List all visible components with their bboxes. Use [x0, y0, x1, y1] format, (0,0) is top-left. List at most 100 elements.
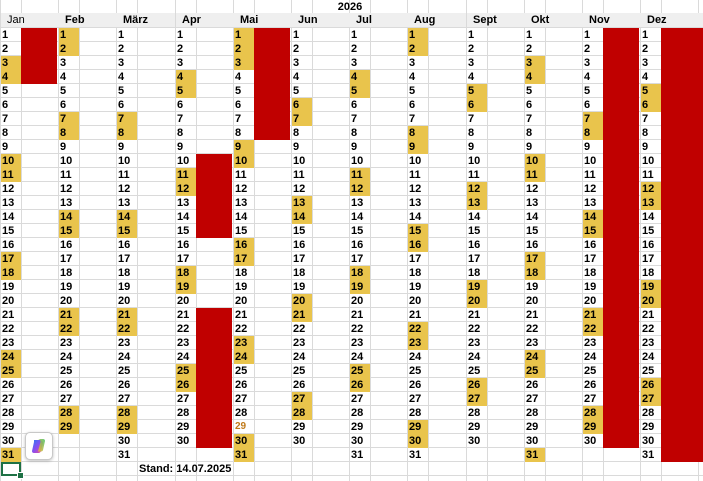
day-cell[interactable]: 29	[583, 420, 603, 434]
day-cell[interactable]: 3	[525, 56, 545, 70]
day-cell[interactable]: 10	[293, 155, 306, 167]
day-cell[interactable]: 27	[177, 393, 190, 405]
day-cell[interactable]: 15	[59, 224, 79, 238]
day-cell[interactable]: 5	[526, 85, 533, 97]
day-cell[interactable]: 19	[293, 281, 306, 293]
day-cell[interactable]: 11	[525, 168, 545, 182]
day-cell[interactable]: 2	[177, 43, 184, 55]
day-cell[interactable]: 30	[177, 435, 190, 447]
day-cell[interactable]: 25	[584, 365, 597, 377]
day-cell[interactable]: 27	[526, 393, 539, 405]
day-cell[interactable]: 23	[60, 337, 73, 349]
day-cell[interactable]: 28	[526, 407, 539, 419]
day-cell[interactable]: 28	[409, 407, 422, 419]
day-cell[interactable]: 9	[177, 141, 184, 153]
day-cell[interactable]: 26	[293, 379, 306, 391]
day-cell[interactable]: 30	[468, 435, 481, 447]
day-cell[interactable]: 23	[642, 337, 655, 349]
day-cell[interactable]: 23	[2, 337, 15, 349]
day-cell[interactable]: 23	[118, 337, 131, 349]
day-cell[interactable]: 2	[118, 43, 125, 55]
day-cell[interactable]: 10	[60, 155, 73, 167]
day-cell[interactable]: 31	[409, 449, 422, 461]
day-cell[interactable]: 26	[641, 378, 661, 392]
day-cell[interactable]: 1	[59, 28, 79, 42]
day-cell[interactable]: 16	[60, 239, 73, 251]
day-cell[interactable]: 10	[642, 155, 655, 167]
day-cell[interactable]: 18	[584, 267, 597, 279]
day-cell[interactable]: 13	[2, 197, 15, 209]
day-cell[interactable]: 10	[177, 155, 190, 167]
day-cell[interactable]: 11	[350, 168, 370, 182]
day-cell[interactable]: 23	[234, 336, 254, 350]
day-cell[interactable]: 17	[584, 253, 597, 265]
day-cell[interactable]: 15	[293, 225, 306, 237]
day-cell[interactable]: 20	[292, 294, 312, 308]
day-cell[interactable]: 30	[118, 435, 131, 447]
day-cell[interactable]: 6	[60, 99, 67, 111]
day-cell[interactable]: 6	[351, 99, 358, 111]
day-cell[interactable]: 1	[118, 29, 125, 41]
day-cell[interactable]: 13	[526, 197, 539, 209]
day-cell[interactable]: 5	[350, 84, 370, 98]
day-cell[interactable]: 18	[525, 266, 545, 280]
day-cell[interactable]: 18	[235, 267, 248, 279]
day-cell[interactable]: 2	[2, 43, 9, 55]
day-cell[interactable]: 7	[409, 113, 416, 125]
day-cell[interactable]: 26	[235, 379, 248, 391]
day-cell[interactable]: 16	[293, 239, 306, 251]
day-cell[interactable]: 28	[235, 407, 248, 419]
day-cell[interactable]: 16	[526, 239, 539, 251]
day-cell[interactable]: 29	[177, 421, 190, 433]
day-cell[interactable]: 11	[60, 169, 72, 181]
day-cell[interactable]: 25	[350, 364, 370, 378]
day-cell[interactable]: 11	[235, 169, 247, 181]
day-cell[interactable]: 2	[526, 43, 533, 55]
day-cell[interactable]: 15	[117, 224, 137, 238]
day-cell[interactable]: 11	[409, 169, 421, 181]
day-cell[interactable]: 7	[59, 112, 79, 126]
day-cell[interactable]: 7	[526, 113, 533, 125]
day-cell[interactable]: 14	[583, 210, 603, 224]
day-cell[interactable]: 5	[2, 85, 9, 97]
day-cell[interactable]: 2	[408, 42, 428, 56]
day-cell[interactable]: 27	[118, 393, 131, 405]
day-cell[interactable]: 28	[642, 407, 655, 419]
day-cell[interactable]: 16	[642, 239, 655, 251]
day-cell[interactable]: 2	[584, 43, 591, 55]
day-cell[interactable]: 26	[467, 378, 487, 392]
day-cell[interactable]: 28	[351, 407, 364, 419]
day-cell[interactable]: 18	[642, 267, 655, 279]
day-cell[interactable]: 17	[60, 253, 73, 265]
day-cell[interactable]: 22	[468, 323, 481, 335]
day-cell[interactable]: 24	[351, 351, 364, 363]
day-cell[interactable]: 15	[177, 225, 190, 237]
day-cell[interactable]: 18	[409, 267, 422, 279]
day-cell[interactable]: 19	[584, 281, 597, 293]
day-cell[interactable]: 6	[409, 99, 416, 111]
day-cell[interactable]: 7	[117, 112, 137, 126]
day-cell[interactable]: 4	[293, 71, 300, 83]
day-cell[interactable]: 31	[351, 449, 364, 461]
day-cell[interactable]: 7	[351, 113, 358, 125]
day-cell[interactable]: 27	[2, 393, 15, 405]
day-cell[interactable]: 13	[409, 197, 422, 209]
day-cell[interactable]: 11	[584, 169, 596, 181]
day-cell[interactable]: 7	[177, 113, 184, 125]
day-cell[interactable]: 30	[642, 435, 655, 447]
day-cell[interactable]: 11	[176, 168, 196, 182]
day-cell[interactable]: 8	[408, 126, 428, 140]
day-cell[interactable]: 12	[2, 183, 15, 195]
day-cell[interactable]: 22	[642, 323, 655, 335]
day-cell[interactable]: 23	[177, 337, 190, 349]
day-cell[interactable]: 21	[2, 309, 15, 321]
day-cell[interactable]: 20	[351, 295, 364, 307]
day-cell[interactable]: 29	[59, 420, 79, 434]
day-cell[interactable]: 27	[60, 393, 73, 405]
day-cell[interactable]: 10	[118, 155, 131, 167]
day-cell[interactable]: 22	[408, 322, 428, 336]
day-cell[interactable]: 12	[584, 183, 597, 195]
day-cell[interactable]: 6	[177, 99, 184, 111]
day-cell[interactable]: 7	[292, 112, 312, 126]
day-cell[interactable]: 31	[234, 448, 254, 462]
